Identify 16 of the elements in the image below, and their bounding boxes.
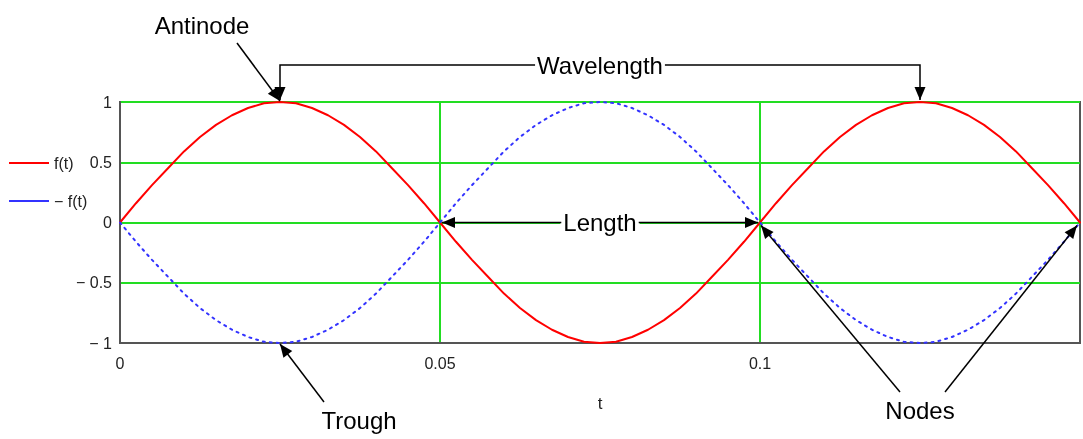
x-axis-title: t <box>597 394 603 413</box>
annotation: Antinode <box>154 11 250 39</box>
y-tick-label: 0 <box>103 214 113 231</box>
x-tick-label: 0.1 <box>748 354 772 372</box>
annotation: Length <box>563 209 637 236</box>
x-tick-label: 0.05 <box>424 354 456 372</box>
annotation: Nodes <box>885 396 955 424</box>
annotation: Trough <box>321 406 397 434</box>
x-tick-label: 0 <box>115 354 125 372</box>
legend-label: f(t) <box>54 154 74 172</box>
y-tick-label: 0.5 <box>89 153 113 171</box>
y-tick-label: − 1 <box>89 334 113 352</box>
legend-label: − f(t) <box>54 192 88 210</box>
annotation: Wavelength <box>537 51 663 79</box>
y-tick-label: − 0.5 <box>75 274 113 292</box>
y-tick-label: 1 <box>103 93 113 111</box>
